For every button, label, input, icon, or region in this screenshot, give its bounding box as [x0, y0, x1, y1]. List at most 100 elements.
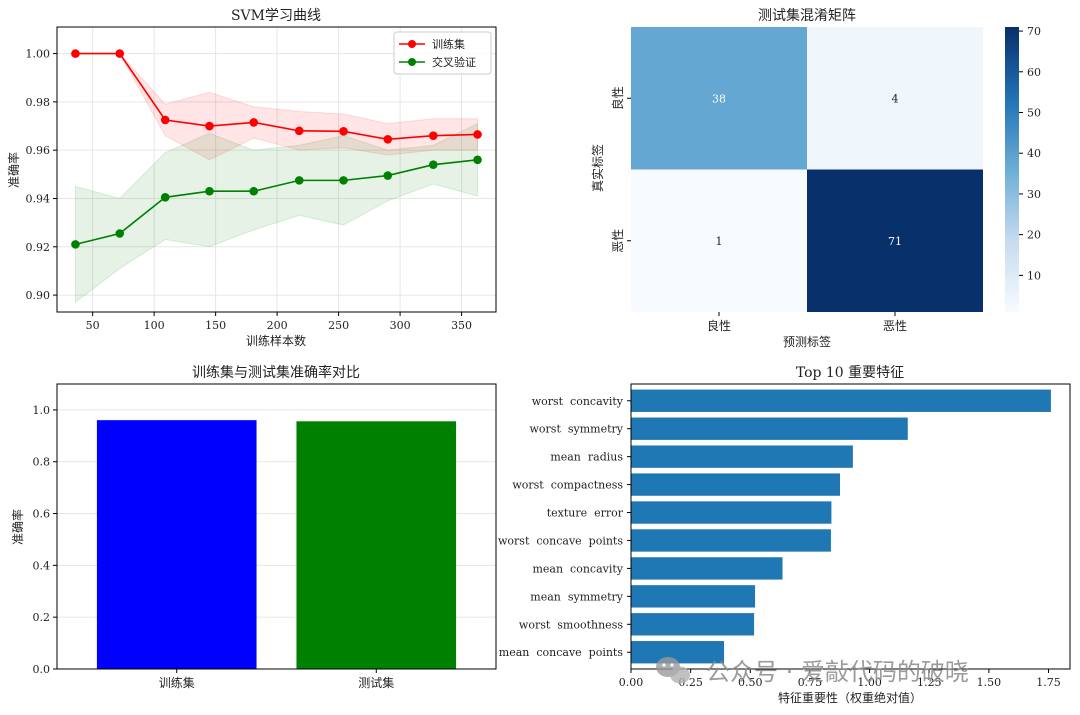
matrix-cell-value: 38: [712, 92, 726, 105]
x-category-label: 良性: [707, 318, 731, 333]
learning-curve-legend: 训练集 交叉验证: [393, 31, 492, 75]
x-tick-label: 1.00: [857, 676, 882, 689]
accuracy-bar-xticks: 训练集 测试集: [159, 669, 394, 690]
point-series-0: [205, 121, 214, 131]
matrix-cell-value: 4: [892, 92, 899, 105]
feature-importance-panel: Top 10 重要特征 0.00 0.25 0.50 0.75 1.00 1.25 1.50…: [498, 365, 1071, 705]
x-tick-label: 250: [328, 319, 349, 332]
x-tick-label: 50: [86, 319, 100, 332]
matrix-cell-value: 1: [716, 235, 723, 248]
feature-label: mean radius: [550, 451, 623, 464]
legend-train-marker: [408, 40, 416, 48]
legend-box: [393, 31, 492, 75]
colorbar-tick-label: 70: [1027, 25, 1041, 38]
colorbar-tick-label: 50: [1027, 107, 1041, 120]
watermark: 公众号 · 爱敲代码的破晓: [656, 657, 969, 686]
x-category-label: 恶性: [883, 319, 907, 333]
y-tick-label: 0.96: [26, 144, 51, 157]
feature-label: mean symmetry: [530, 590, 623, 603]
importance-bar: [631, 445, 853, 468]
colorbar-tick-label: 30: [1027, 188, 1041, 201]
y-tick-label: 1.00: [26, 48, 51, 61]
feature-importance-yticks: worst concavity worst symmetry mean radius…: [498, 395, 631, 659]
y-tick-label: 0.2: [33, 611, 51, 624]
feature-label: worst concavity: [532, 395, 624, 408]
accuracy-bar: [96, 420, 257, 669]
x-tick-label: 0.75: [798, 676, 823, 689]
feature-label: worst concave points: [498, 534, 623, 547]
learning-curve-panel: SVM学习曲线 50 100 150 200 250 300 350 0.900.920.9…: [6, 8, 497, 348]
y-tick-label: 1.0: [33, 404, 51, 417]
point-series-0: [428, 131, 438, 140]
x-category-label: 测试集: [358, 675, 394, 690]
x-tick-label: 1.75: [1036, 676, 1061, 689]
matrix-cell: [807, 27, 983, 170]
feature-label: worst symmetry: [530, 423, 624, 436]
x-tick-label: 0.50: [738, 676, 763, 689]
wechat-icon: [656, 657, 690, 684]
feature-importance-bars: [631, 389, 1051, 664]
band-series-1: [74, 122, 479, 304]
y-category-label: 恶性: [611, 229, 625, 253]
line-series-1: [75, 159, 478, 246]
point-series-0: [473, 130, 482, 139]
point-series-1: [249, 186, 259, 196]
learning-curve-points: [71, 49, 482, 249]
importance-bar: [631, 557, 783, 580]
feature-importance-frame: [630, 383, 1071, 670]
matrix-cell: [631, 169, 807, 312]
x-category-label: 训练集: [159, 675, 195, 690]
importance-bar: [631, 417, 908, 440]
importance-bar: [631, 501, 832, 524]
watermark-text: 公众号 · 爱敲代码的破晓: [706, 658, 969, 686]
feature-importance-title: Top 10 重要特征: [796, 365, 904, 381]
x-tick-label: 1.50: [977, 676, 1002, 689]
feature-label: mean concavity: [532, 562, 623, 575]
point-series-1: [160, 192, 170, 202]
x-tick-label: 150: [205, 319, 226, 332]
x-tick-label: 1.25: [917, 676, 942, 689]
importance-bar: [631, 389, 1051, 412]
colorbar-ticks: 10 20 30 40 50 60 70: [1019, 25, 1041, 282]
point-series-1: [473, 155, 482, 165]
learning-curve-xticks: 50 100 150 200 250 300 350: [86, 312, 472, 332]
point-series-1: [205, 186, 214, 196]
importance-bar: [631, 641, 725, 664]
feature-label: worst smoothness: [519, 618, 623, 631]
y-tick-label: 0.8: [33, 456, 51, 469]
accuracy-bar-title: 训练集与测试集准确率对比: [192, 364, 360, 381]
y-tick-label: 0.6: [33, 508, 51, 521]
learning-curve-ylabel: 准确率: [6, 152, 21, 188]
x-tick-label: 350: [451, 319, 472, 332]
feature-label: texture error: [547, 507, 624, 520]
point-series-0: [115, 49, 125, 58]
matrix-cell-value: 71: [888, 235, 902, 248]
confusion-matrix-cells: 38 4 1 71: [631, 27, 983, 312]
y-tick-label: 0.94: [26, 192, 51, 205]
legend-train-label: 训练集: [432, 37, 465, 51]
point-series-1: [115, 229, 125, 238]
legend-cv-marker: [408, 58, 416, 66]
feature-label: mean concave points: [499, 646, 624, 659]
learning-curve-title: SVM学习曲线: [231, 8, 321, 24]
point-series-0: [249, 118, 259, 127]
line-series-0: [75, 52, 478, 141]
accuracy-bar: [296, 421, 457, 669]
colorbar-tick-label: 20: [1027, 229, 1041, 242]
importance-bar: [631, 529, 831, 552]
point-series-0: [71, 49, 80, 58]
matrix-cell: [807, 169, 983, 312]
confusion-matrix-ylabel: 真实标签: [590, 144, 605, 192]
learning-curve-xlabel: 训练样本数: [246, 333, 306, 348]
point-series-1: [71, 240, 80, 249]
y-tick-label: 0.4: [33, 559, 51, 572]
point-series-1: [383, 171, 393, 180]
confusion-matrix-xlabel: 预测标签: [783, 334, 831, 349]
importance-bar: [631, 613, 755, 636]
accuracy-bar-ylabel: 准确率: [10, 509, 25, 545]
importance-bar: [631, 585, 756, 608]
colorbar: [1005, 27, 1019, 312]
